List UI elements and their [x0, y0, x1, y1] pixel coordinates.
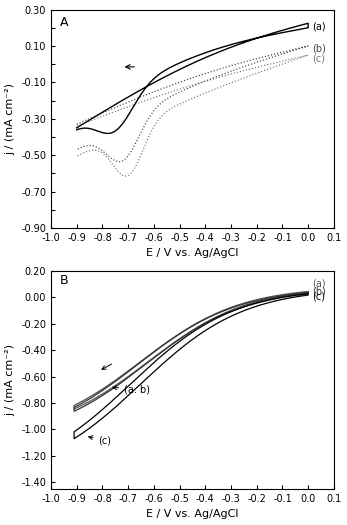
X-axis label: E / V vs. Ag/AgCl: E / V vs. Ag/AgCl: [146, 509, 239, 519]
Y-axis label: j / (mA cm⁻²): j / (mA cm⁻²): [6, 344, 16, 416]
Y-axis label: j / (mA cm⁻²): j / (mA cm⁻²): [6, 83, 16, 155]
Text: A: A: [60, 16, 68, 29]
Text: B: B: [60, 274, 69, 287]
Text: (c): (c): [312, 291, 325, 301]
Text: (c): (c): [312, 54, 325, 64]
Text: (a): (a): [312, 22, 325, 32]
Text: (b): (b): [312, 44, 326, 54]
X-axis label: E / V vs. Ag/AgCl: E / V vs. Ag/AgCl: [146, 248, 239, 258]
Text: (b): (b): [312, 286, 326, 296]
Text: (c): (c): [89, 435, 111, 445]
Text: (a. b): (a. b): [113, 384, 150, 394]
Text: (a): (a): [312, 279, 325, 289]
